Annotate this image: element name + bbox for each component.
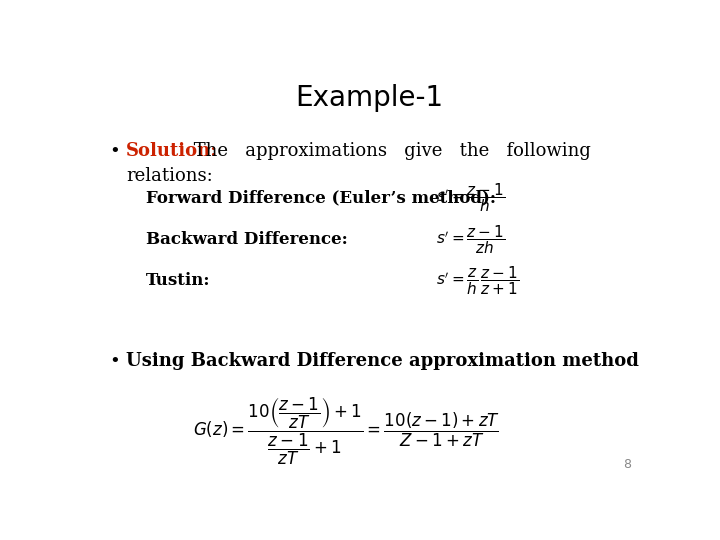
Text: •: •	[109, 141, 120, 160]
Text: $G(z) = \dfrac{10\left(\dfrac{z-1}{zT}\right)+1}{\dfrac{z-1}{zT}+1} = \dfrac{10(: $G(z) = \dfrac{10\left(\dfrac{z-1}{zT}\r…	[193, 395, 500, 467]
Text: Using Backward Difference approximation method: Using Backward Difference approximation …	[126, 352, 639, 370]
Text: Solution:: Solution:	[126, 141, 218, 160]
Text: Tustin:: Tustin:	[145, 272, 210, 289]
Text: Example-1: Example-1	[295, 84, 443, 112]
Text: relations:: relations:	[126, 167, 213, 185]
Text: Forward Difference (Euler’s method):: Forward Difference (Euler’s method):	[145, 190, 496, 206]
Text: The   approximations   give   the   following: The approximations give the following	[188, 141, 590, 160]
Text: $s' = \dfrac{z-1}{zh}$: $s' = \dfrac{z-1}{zh}$	[436, 223, 505, 256]
Text: •: •	[109, 352, 120, 370]
Text: Backward Difference:: Backward Difference:	[145, 231, 348, 248]
Text: $s' = \dfrac{z-1}{h}$: $s' = \dfrac{z-1}{h}$	[436, 181, 505, 214]
Text: 8: 8	[624, 458, 631, 471]
Text: $s' = \dfrac{z}{h}\,\dfrac{z-1}{z+1}$: $s' = \dfrac{z}{h}\,\dfrac{z-1}{z+1}$	[436, 264, 519, 296]
